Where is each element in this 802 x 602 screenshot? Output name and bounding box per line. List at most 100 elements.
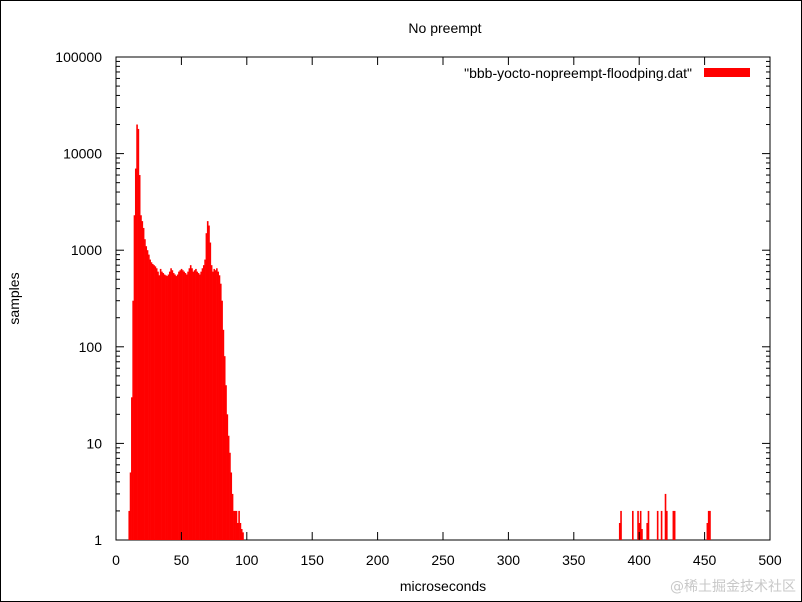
histogram-bar [214,270,217,540]
histogram-bar [195,268,197,540]
y-tick-label: 1000 [71,242,102,258]
histogram-bar [226,414,229,540]
histogram-bar [165,275,167,540]
histogram-bar [236,522,239,540]
histogram-bar [149,259,151,540]
histogram-bar [201,268,204,540]
histogram-bar [161,271,163,540]
histogram-bar [219,283,222,540]
histogram-bar [647,510,650,540]
histogram-bar [176,274,179,540]
histogram-bar [159,268,162,540]
legend: "bbb-yocto-nopreempt-floodping.dat" [464,65,750,81]
histogram-bar [239,522,242,540]
histogram-bar [200,271,202,540]
x-axis-label: microseconds [400,578,486,594]
histogram-bar [150,262,153,540]
histogram-bar [163,274,166,540]
legend-swatch [704,68,750,77]
histogram-bar [709,510,711,540]
histogram-bar [132,300,134,540]
histogram-bar [158,275,161,540]
x-tick-label: 150 [301,552,325,568]
histogram-bar [227,435,230,540]
histogram-bar [225,385,227,540]
histogram-bar [140,215,142,540]
histogram-bar [171,270,174,540]
histogram-bar [233,510,235,540]
histogram-bar [155,268,158,540]
x-tick-label: 50 [174,552,190,568]
histogram-bar [166,276,168,540]
histogram-bar [216,268,218,540]
y-tick-label: 10000 [63,146,102,162]
histogram-bar [238,510,240,540]
chart-title: No preempt [408,20,481,36]
x-tick-label: 500 [758,552,782,568]
histogram-bar [242,532,244,540]
ticks-group: 0 50 100 150 200 250 300 350 400 450 500 1 10 100 1000… [55,49,782,568]
histogram-bar [191,268,193,540]
histogram-bar [189,265,192,540]
x-tick-label: 450 [693,552,717,568]
histogram-bar [656,510,659,540]
histogram-bar [632,510,634,540]
histogram-bar [185,274,188,540]
histogram-bar [145,246,148,540]
histogram-bar [230,472,233,540]
histogram-bar [641,528,643,540]
histogram-bar [205,233,208,540]
histogram-bar [204,259,206,540]
histogram-bar [229,452,231,540]
histogram-bar [180,268,183,540]
x-tick-label: 350 [562,552,586,568]
histogram-bar [192,271,195,540]
histogram-bar [235,510,238,540]
y-tick-label: 10 [86,435,102,451]
histogram-bar [172,273,175,540]
histogram-bar [707,510,710,540]
histogram-bar [170,268,172,540]
histogram-bar [638,522,641,540]
x-tick-label: 400 [628,552,652,568]
histogram-bar [666,510,668,540]
x-tick-label: 0 [112,552,120,568]
y-axis-label: samples [6,272,22,324]
histogram-bar [184,273,187,540]
histogram-bar [217,271,219,540]
histogram-bar [138,175,141,540]
histogram-bar [183,271,185,540]
watermark: @稀土掘金技术社区 [670,579,796,595]
histogram-bar [664,493,667,540]
histogram-bar [129,472,132,540]
histogram-bar [137,128,140,540]
histogram-bar [146,250,149,540]
histogram-bar [646,522,648,540]
histogram-bar [193,270,196,540]
histogram-bar [151,263,154,540]
histogram-bar [134,168,137,540]
histogram-bar [208,225,210,541]
histogram-bar [188,268,191,540]
histogram-bar [178,271,180,540]
histogram-bar [148,254,150,540]
histogram-bar [174,274,176,540]
histogram-bar [168,271,171,540]
histogram-bar [706,522,709,540]
histogram-bar [660,510,663,540]
histogram-bar [167,274,170,540]
histogram-bar [672,510,675,540]
histogram-bar [223,356,226,540]
histogram-bar [141,221,144,540]
histogram-bar [213,268,216,540]
x-tick-label: 250 [431,552,455,568]
histogram-bar [196,271,199,540]
histogram-bar [157,271,159,540]
histogram-bar [162,273,165,540]
histogram-bar [154,266,157,540]
histogram-bar [637,510,639,540]
histogram-bar [179,270,182,540]
y-tick-label: 1 [94,532,102,548]
histogram-bar [240,528,243,540]
